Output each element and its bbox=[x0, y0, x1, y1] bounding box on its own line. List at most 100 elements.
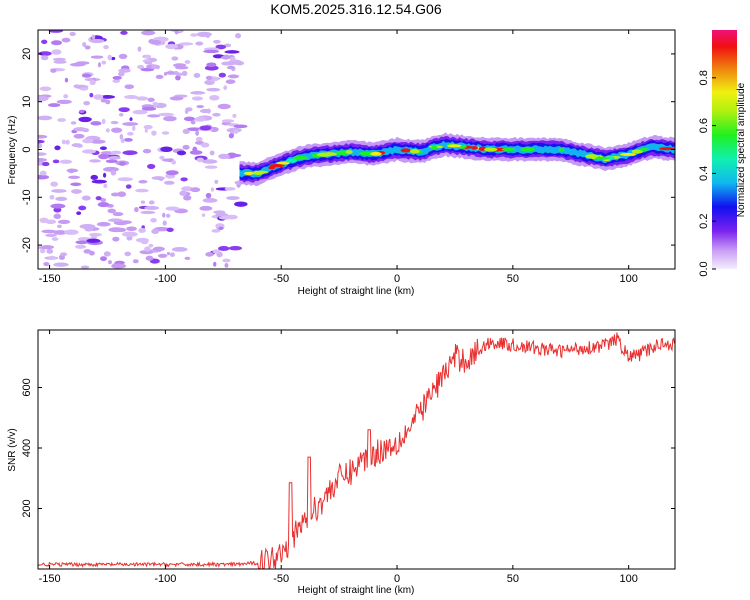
noise-speckle bbox=[148, 200, 155, 205]
noise-speckle bbox=[234, 201, 248, 207]
colorbar-label: Normalized spectral amplitude bbox=[736, 82, 747, 217]
ridge-hotspot bbox=[631, 149, 644, 154]
snr-x-tick-label: -100 bbox=[154, 573, 176, 585]
spectrogram-y-tick-label: -10 bbox=[21, 189, 33, 205]
noise-speckle bbox=[161, 131, 170, 135]
noise-speckle bbox=[78, 205, 87, 211]
noise-speckle bbox=[137, 46, 142, 52]
noise-speckle bbox=[190, 120, 196, 125]
noise-speckle bbox=[65, 139, 70, 145]
noise-speckle bbox=[112, 78, 121, 84]
noise-speckle bbox=[225, 79, 236, 84]
noise-speckle bbox=[165, 206, 180, 211]
noise-speckle bbox=[190, 91, 206, 95]
noise-speckle bbox=[120, 137, 125, 144]
noise-speckle bbox=[86, 238, 101, 243]
noise-speckle bbox=[190, 33, 198, 37]
noise-speckle bbox=[228, 133, 234, 139]
noise-speckle bbox=[38, 143, 43, 149]
noise-speckle bbox=[155, 74, 164, 79]
noise-speckle bbox=[224, 50, 240, 54]
noise-speckle bbox=[218, 153, 230, 159]
ridge-hotspot bbox=[345, 150, 353, 154]
noise-speckle bbox=[132, 109, 148, 115]
noise-speckle bbox=[100, 151, 114, 155]
noise-speckle bbox=[64, 77, 69, 83]
noise-speckle bbox=[71, 189, 82, 194]
noise-speckle bbox=[84, 45, 91, 50]
noise-speckle bbox=[38, 115, 53, 121]
noise-speckle bbox=[148, 243, 154, 248]
noise-speckle bbox=[83, 249, 92, 254]
noise-speckle bbox=[103, 251, 111, 257]
ridge-hotspot bbox=[639, 148, 650, 151]
noise-speckle bbox=[71, 143, 83, 148]
noise-speckle bbox=[49, 194, 55, 200]
noise-speckle bbox=[132, 125, 136, 131]
noise-speckle bbox=[171, 56, 179, 61]
noise-speckle bbox=[82, 138, 94, 144]
noise-speckle bbox=[51, 49, 62, 55]
noise-speckle bbox=[227, 74, 240, 79]
noise-speckle bbox=[196, 104, 204, 109]
snr-x-ticks: -150 -100 -50 0 50 100 bbox=[39, 330, 638, 585]
noise-speckle bbox=[84, 226, 94, 232]
noise-speckle bbox=[202, 197, 218, 203]
snr-content bbox=[38, 332, 675, 569]
noise-speckle bbox=[50, 203, 66, 209]
noise-speckle bbox=[56, 99, 72, 104]
noise-speckle bbox=[97, 201, 110, 208]
ridge-hotspot bbox=[370, 151, 382, 156]
noise-speckle bbox=[204, 165, 218, 169]
noise-speckle bbox=[60, 252, 68, 257]
noise-speckle bbox=[61, 37, 71, 43]
noise-speckle bbox=[185, 107, 193, 112]
noise-speckle bbox=[184, 256, 191, 260]
noise-speckle bbox=[118, 68, 131, 73]
spectrogram-x-tick-label: 0 bbox=[394, 273, 400, 285]
noise-speckle bbox=[223, 85, 228, 91]
noise-speckle bbox=[134, 206, 139, 213]
noise-speckle bbox=[105, 159, 118, 163]
noise-speckle bbox=[147, 114, 161, 118]
noise-speckle bbox=[89, 139, 106, 144]
noise-speckle bbox=[46, 248, 54, 254]
noise-speckle bbox=[90, 234, 98, 240]
noise-speckle bbox=[138, 228, 146, 233]
noise-speckle bbox=[201, 159, 218, 164]
noise-speckle bbox=[125, 184, 132, 189]
noise-speckle bbox=[84, 77, 101, 82]
noise-speckle bbox=[38, 139, 45, 144]
noise-speckle bbox=[118, 112, 124, 117]
noise-speckle bbox=[112, 236, 120, 242]
colorbar: 0.0 0.2 0.4 0.6 0.8 Normalized spectral ampl… bbox=[698, 30, 747, 277]
noise-speckle bbox=[124, 84, 135, 90]
noise-speckle bbox=[151, 130, 157, 136]
noise-speckle bbox=[39, 86, 52, 92]
noise-speckle bbox=[57, 118, 67, 122]
noise-speckle bbox=[152, 246, 165, 252]
ridge-hotspot bbox=[558, 148, 565, 152]
noise-speckle bbox=[38, 95, 49, 102]
noise-speckle bbox=[136, 96, 149, 101]
snr-x-tick-label: -50 bbox=[273, 573, 289, 585]
noise-speckle bbox=[129, 117, 133, 122]
noise-speckle bbox=[145, 255, 154, 261]
noise-speckle bbox=[90, 121, 102, 126]
noise-speckle bbox=[199, 205, 213, 211]
noise-speckle bbox=[182, 128, 190, 134]
noise-speckle bbox=[184, 59, 191, 64]
noise-speckle bbox=[100, 198, 107, 203]
noise-speckle bbox=[117, 177, 134, 182]
noise-speckle bbox=[40, 55, 49, 61]
noise-speckle bbox=[53, 60, 67, 64]
noise-speckle bbox=[57, 219, 71, 225]
noise-speckle bbox=[194, 116, 206, 122]
noise-speckle bbox=[190, 187, 201, 193]
ridge-hotspot bbox=[292, 155, 308, 160]
noise-speckle bbox=[179, 42, 194, 46]
noise-speckle bbox=[206, 34, 210, 39]
noise-speckle bbox=[179, 190, 187, 196]
snr-y-label: SNR (v/v) bbox=[7, 428, 18, 471]
noise-speckle bbox=[144, 205, 160, 210]
